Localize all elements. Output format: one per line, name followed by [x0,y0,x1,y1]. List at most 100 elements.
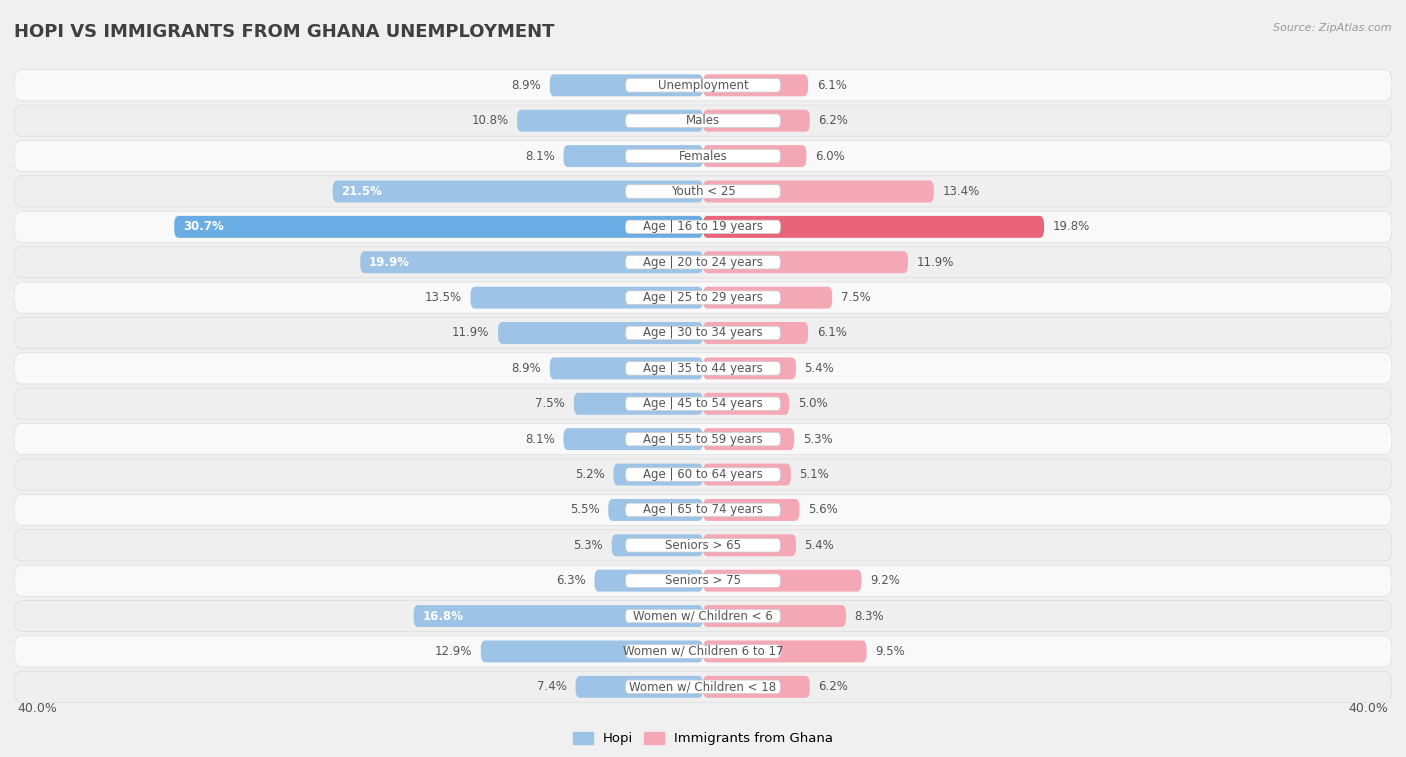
Text: 5.3%: 5.3% [803,433,832,446]
FancyBboxPatch shape [498,322,703,344]
Text: Age | 55 to 59 years: Age | 55 to 59 years [643,433,763,446]
Text: 10.8%: 10.8% [471,114,509,127]
Text: 9.5%: 9.5% [875,645,905,658]
Text: 11.9%: 11.9% [453,326,489,339]
Text: 7.5%: 7.5% [841,291,870,304]
FancyBboxPatch shape [626,503,780,516]
FancyBboxPatch shape [14,176,1392,207]
Text: Women w/ Children < 18: Women w/ Children < 18 [630,681,776,693]
FancyBboxPatch shape [703,676,810,698]
Text: 6.2%: 6.2% [818,681,848,693]
FancyBboxPatch shape [14,353,1392,384]
FancyBboxPatch shape [626,468,780,481]
FancyBboxPatch shape [703,145,807,167]
Text: 5.4%: 5.4% [804,362,834,375]
Text: 6.1%: 6.1% [817,79,846,92]
Text: 5.4%: 5.4% [804,539,834,552]
Text: 19.9%: 19.9% [368,256,411,269]
Text: Females: Females [679,150,727,163]
FancyBboxPatch shape [626,326,780,340]
Text: 6.2%: 6.2% [818,114,848,127]
Text: Age | 16 to 19 years: Age | 16 to 19 years [643,220,763,233]
FancyBboxPatch shape [703,322,808,344]
FancyBboxPatch shape [626,680,780,693]
Text: 8.1%: 8.1% [524,433,555,446]
Text: 5.6%: 5.6% [808,503,838,516]
FancyBboxPatch shape [550,74,703,96]
FancyBboxPatch shape [14,141,1392,172]
FancyBboxPatch shape [626,256,780,269]
FancyBboxPatch shape [703,180,934,202]
FancyBboxPatch shape [14,636,1392,667]
Text: 5.2%: 5.2% [575,468,605,481]
FancyBboxPatch shape [626,185,780,198]
FancyBboxPatch shape [703,605,846,627]
FancyBboxPatch shape [626,114,780,127]
Text: Seniors > 65: Seniors > 65 [665,539,741,552]
FancyBboxPatch shape [14,317,1392,348]
FancyBboxPatch shape [14,600,1392,631]
Legend: Hopi, Immigrants from Ghana: Hopi, Immigrants from Ghana [568,727,838,750]
Text: Women w/ Children < 6: Women w/ Children < 6 [633,609,773,622]
Text: Age | 35 to 44 years: Age | 35 to 44 years [643,362,763,375]
Text: 8.3%: 8.3% [855,609,884,622]
FancyBboxPatch shape [14,247,1392,278]
FancyBboxPatch shape [14,494,1392,525]
FancyBboxPatch shape [564,428,703,450]
FancyBboxPatch shape [550,357,703,379]
Text: Age | 25 to 29 years: Age | 25 to 29 years [643,291,763,304]
Text: Seniors > 75: Seniors > 75 [665,574,741,587]
Text: HOPI VS IMMIGRANTS FROM GHANA UNEMPLOYMENT: HOPI VS IMMIGRANTS FROM GHANA UNEMPLOYME… [14,23,554,41]
FancyBboxPatch shape [626,432,780,446]
FancyBboxPatch shape [595,570,703,592]
Text: 7.4%: 7.4% [537,681,567,693]
FancyBboxPatch shape [333,180,703,202]
FancyBboxPatch shape [413,605,703,627]
Text: 5.0%: 5.0% [797,397,827,410]
FancyBboxPatch shape [626,362,780,375]
Text: 6.0%: 6.0% [815,150,845,163]
Text: 5.3%: 5.3% [574,539,603,552]
FancyBboxPatch shape [481,640,703,662]
FancyBboxPatch shape [564,145,703,167]
Text: Age | 45 to 54 years: Age | 45 to 54 years [643,397,763,410]
FancyBboxPatch shape [626,574,780,587]
FancyBboxPatch shape [703,499,800,521]
Text: 5.5%: 5.5% [569,503,599,516]
FancyBboxPatch shape [703,110,810,132]
FancyBboxPatch shape [703,640,866,662]
FancyBboxPatch shape [703,534,796,556]
FancyBboxPatch shape [626,220,780,234]
Text: 30.7%: 30.7% [183,220,224,233]
FancyBboxPatch shape [626,397,780,410]
Text: 9.2%: 9.2% [870,574,900,587]
Text: Youth < 25: Youth < 25 [671,185,735,198]
Text: 6.3%: 6.3% [557,574,586,587]
FancyBboxPatch shape [703,570,862,592]
FancyBboxPatch shape [613,463,703,485]
FancyBboxPatch shape [360,251,703,273]
FancyBboxPatch shape [703,428,794,450]
FancyBboxPatch shape [14,105,1392,136]
FancyBboxPatch shape [14,459,1392,490]
FancyBboxPatch shape [14,565,1392,597]
FancyBboxPatch shape [703,251,908,273]
Text: 7.5%: 7.5% [536,397,565,410]
Text: Unemployment: Unemployment [658,79,748,92]
FancyBboxPatch shape [703,357,796,379]
FancyBboxPatch shape [703,74,808,96]
FancyBboxPatch shape [703,393,789,415]
FancyBboxPatch shape [575,676,703,698]
FancyBboxPatch shape [609,499,703,521]
FancyBboxPatch shape [471,287,703,309]
Text: 13.4%: 13.4% [942,185,980,198]
Text: Source: ZipAtlas.com: Source: ZipAtlas.com [1274,23,1392,33]
Text: 13.5%: 13.5% [425,291,461,304]
Text: 16.8%: 16.8% [422,609,463,622]
FancyBboxPatch shape [14,671,1392,702]
Text: 19.8%: 19.8% [1053,220,1090,233]
FancyBboxPatch shape [626,645,780,658]
FancyBboxPatch shape [626,291,780,304]
FancyBboxPatch shape [14,282,1392,313]
Text: 21.5%: 21.5% [342,185,382,198]
